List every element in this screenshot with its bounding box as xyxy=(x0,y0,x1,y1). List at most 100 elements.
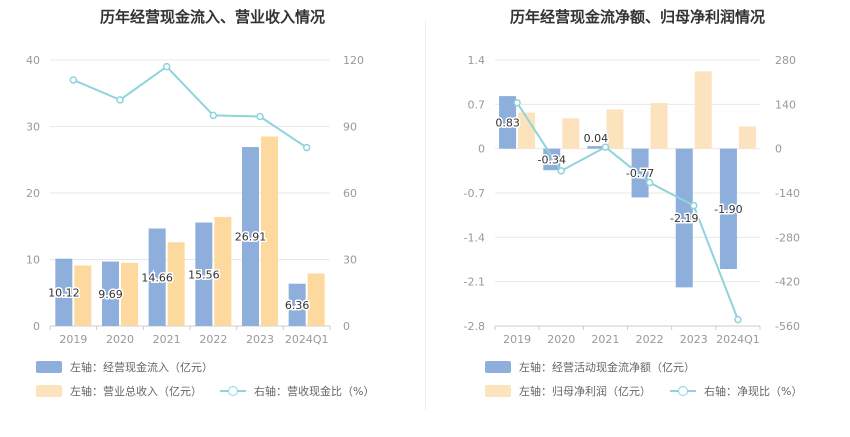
bar-primary xyxy=(631,148,649,198)
left-axis-tick-label: 0.7 xyxy=(468,98,486,111)
bar-data-label: 0.04 xyxy=(584,132,609,145)
right-axis-tick-label: 90 xyxy=(343,121,357,134)
bar-secondary xyxy=(606,109,624,149)
ratio-line-point xyxy=(302,143,311,152)
ratio-line-point xyxy=(162,62,171,71)
x-axis-tick-label: 2020 xyxy=(547,333,575,346)
bar-secondary xyxy=(694,71,712,149)
bar-data-label: 10.12 xyxy=(48,286,80,299)
bar-primary xyxy=(543,148,561,171)
bar-secondary xyxy=(167,242,185,326)
legend-item-net-cash-flow[interactable]: 左轴：经营活动现金流净额（亿元） xyxy=(485,359,695,375)
left-axis-tick-label: 20 xyxy=(26,187,40,200)
chart-panel-cashflow-revenue: 历年经营现金流入、营业收入情况 0 10 20 30 40 0 30 60 90 120 2019 2… xyxy=(26,8,374,399)
legend-line-icon xyxy=(220,385,246,397)
left-axis-tick-label: 0 xyxy=(33,320,40,333)
legend-swatch xyxy=(36,385,62,397)
bar-primary xyxy=(148,228,166,326)
ratio-line-point xyxy=(513,99,521,107)
legend-item-net-cash-ratio[interactable]: 右轴：净现比（%） xyxy=(670,383,802,399)
left-axis-tick-label: -1.4 xyxy=(464,231,485,244)
right-axis-tick-label: -280 xyxy=(775,231,800,244)
bar-secondary xyxy=(307,273,325,326)
chart-title: 历年经营现金流净额、归母净利润情况 xyxy=(509,8,765,26)
left-axis-tick-label: 10 xyxy=(26,254,40,267)
bar-primary xyxy=(719,148,737,269)
bar-secondary xyxy=(261,136,278,326)
left-axis-tick-label: 1.4 xyxy=(468,54,486,67)
x-axis-tick-label: 2019 xyxy=(503,333,531,346)
chart-title: 历年经营现金流入、营业收入情况 xyxy=(99,8,325,26)
legend-label: 右轴：营收现金比（%） xyxy=(254,385,375,398)
bar-data-label: 14.66 xyxy=(141,271,173,284)
chart-panel-netcash-profit: 历年经营现金流净额、归母净利润情况 -2.8 -2.1 -1.4 -0.7 0 0.7 1.… xyxy=(425,0,850,437)
x-axis-tick-label: 2020 xyxy=(106,333,134,346)
bar-primary xyxy=(55,258,73,326)
chart-svg-netcash-profit: -2.8 -2.1 -1.4 -0.7 0 0.7 1.4 -560 -420 -280 -140 0… xyxy=(464,54,800,346)
legend-item-revenue[interactable]: 左轴：营业总收入（亿元） xyxy=(36,383,202,399)
ratio-line-point xyxy=(645,178,654,187)
bar-secondary xyxy=(738,126,756,149)
bar-data-label: -1.90 xyxy=(714,203,742,216)
legend-item-cash-ratio[interactable]: 右轴：营收现金比（%） xyxy=(220,383,374,399)
legend-item-cash-inflow[interactable]: 左轴：经营现金流入（亿元） xyxy=(36,359,213,375)
ratio-line-point xyxy=(116,96,124,104)
bar-data-label: -0.77 xyxy=(626,167,654,180)
panel-divider xyxy=(425,20,426,410)
right-axis-tick-label: -140 xyxy=(775,187,800,200)
right-axis-tick-label: 120 xyxy=(343,54,364,67)
ratio-line-point xyxy=(734,315,742,324)
left-axis-tick-label: 40 xyxy=(26,54,40,67)
right-axis-tick-label: 140 xyxy=(775,98,796,111)
ratio-line-point xyxy=(690,201,698,210)
legend-swatch xyxy=(485,385,511,397)
right-axis-tick-label: -420 xyxy=(775,276,800,289)
bar-primary xyxy=(242,147,259,326)
right-axis-tick-label: 30 xyxy=(343,254,357,267)
right-axis-tick-label: 0 xyxy=(775,143,782,156)
legend-swatch xyxy=(36,361,62,373)
bar-data-label: 26.91 xyxy=(235,231,267,244)
x-axis-tick-label: 2023 xyxy=(246,333,274,346)
ratio-line-point xyxy=(209,111,218,120)
left-axis-tick-label: -0.7 xyxy=(464,187,485,200)
bar-primary xyxy=(675,148,693,288)
bar-primary xyxy=(499,96,517,149)
bar-primary xyxy=(288,283,306,326)
x-axis-tick-label: 2021 xyxy=(591,333,619,346)
bar-primary xyxy=(102,261,119,326)
bar-primary xyxy=(195,222,213,326)
x-axis-tick-label: 2019 xyxy=(59,333,87,346)
bar-secondary xyxy=(74,265,92,326)
left-axis-tick-label: -2.8 xyxy=(464,320,485,333)
bar-data-label: -0.34 xyxy=(538,153,566,166)
x-axis-tick-label: 2022 xyxy=(199,333,227,346)
legend-item-net-profit[interactable]: 左轴：归母净利润（亿元） xyxy=(485,383,651,399)
left-axis-tick-label: 30 xyxy=(26,121,40,134)
right-axis-tick-label: 280 xyxy=(775,54,796,67)
bar-secondary xyxy=(214,216,232,326)
bar-primary xyxy=(587,146,605,149)
bar-data-label: 0.83 xyxy=(495,116,519,129)
bar-data-label: 9.69 xyxy=(98,288,123,301)
bar-data-label: -2.19 xyxy=(670,212,698,225)
bar-data-label: 6.36 xyxy=(285,299,310,312)
ratio-line-point xyxy=(256,112,264,121)
legend-label: 左轴：归母净利润（亿元） xyxy=(519,385,651,398)
left-axis-tick-label: 0 xyxy=(478,143,485,156)
legend-label: 左轴：营业总收入（亿元） xyxy=(70,385,202,398)
x-axis-tick-label: 2022 xyxy=(636,333,664,346)
ratio-line-point xyxy=(601,143,610,151)
x-axis-tick-label: 2021 xyxy=(153,333,181,346)
bar-secondary xyxy=(650,103,668,149)
legend-label: 左轴：经营现金流入（亿元） xyxy=(70,361,213,374)
legend-label: 左轴：经营活动现金流净额（亿元） xyxy=(519,361,695,374)
legend-label: 右轴：净现比（%） xyxy=(704,385,803,398)
right-axis-tick-label: -560 xyxy=(775,320,800,333)
right-axis-tick-label: 60 xyxy=(343,187,357,200)
chart-svg-cashflow-revenue: 0 10 20 30 40 0 30 60 90 120 2019 2020 2021 2022 2023 2… xyxy=(26,54,364,346)
legend-line-icon xyxy=(670,385,696,397)
ratio-line-point xyxy=(69,76,78,84)
x-axis-tick-label: 2023 xyxy=(680,333,708,346)
x-axis-tick-label: 2024Q1 xyxy=(716,333,760,346)
